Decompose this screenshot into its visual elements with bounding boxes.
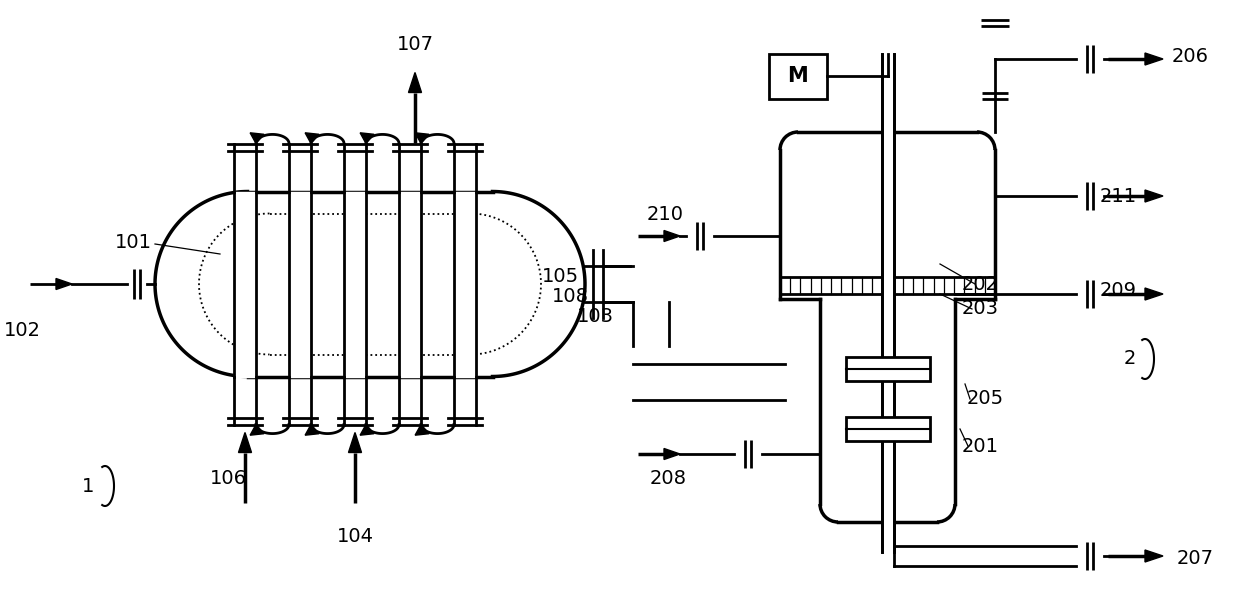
Text: 207: 207 — [1177, 549, 1214, 568]
Polygon shape — [454, 191, 476, 377]
Text: 203: 203 — [961, 299, 998, 318]
Bar — [846, 417, 930, 441]
Polygon shape — [663, 230, 680, 242]
Text: 205: 205 — [966, 390, 1003, 409]
Text: 210: 210 — [646, 204, 683, 223]
Text: 209: 209 — [1100, 282, 1137, 301]
Polygon shape — [155, 191, 585, 377]
Polygon shape — [1145, 190, 1163, 202]
Polygon shape — [56, 279, 72, 289]
Text: 211: 211 — [1100, 187, 1137, 206]
Bar — [846, 357, 930, 381]
Text: 204: 204 — [780, 65, 816, 84]
Text: 206: 206 — [1172, 46, 1209, 65]
Polygon shape — [1145, 53, 1163, 65]
Polygon shape — [250, 425, 264, 435]
Polygon shape — [360, 133, 374, 144]
Polygon shape — [289, 191, 311, 377]
Polygon shape — [348, 432, 362, 453]
Polygon shape — [415, 133, 429, 144]
Polygon shape — [415, 425, 429, 435]
Polygon shape — [820, 299, 955, 522]
Polygon shape — [305, 133, 319, 144]
Polygon shape — [780, 132, 994, 299]
Polygon shape — [663, 448, 680, 460]
Polygon shape — [343, 191, 366, 377]
Text: 101: 101 — [114, 232, 151, 251]
Text: 2: 2 — [1123, 349, 1136, 368]
Polygon shape — [408, 72, 422, 93]
Text: 108: 108 — [552, 286, 589, 305]
Text: 107: 107 — [397, 34, 434, 53]
Text: 106: 106 — [210, 469, 247, 488]
Text: 208: 208 — [650, 469, 687, 488]
Polygon shape — [399, 191, 422, 377]
Polygon shape — [1145, 550, 1163, 562]
Text: 201: 201 — [961, 437, 998, 456]
Text: M: M — [787, 66, 808, 86]
Text: 104: 104 — [336, 526, 373, 545]
Polygon shape — [1145, 288, 1163, 300]
Polygon shape — [882, 54, 894, 552]
Text: 102: 102 — [4, 321, 41, 340]
Polygon shape — [305, 425, 319, 435]
Text: 105: 105 — [542, 267, 579, 286]
Polygon shape — [250, 133, 264, 144]
Polygon shape — [234, 191, 255, 377]
Text: 103: 103 — [577, 307, 614, 326]
Polygon shape — [238, 432, 252, 453]
Bar — [769, 53, 827, 99]
Polygon shape — [360, 425, 374, 435]
Text: 202: 202 — [961, 274, 998, 293]
Text: 1: 1 — [82, 476, 94, 495]
